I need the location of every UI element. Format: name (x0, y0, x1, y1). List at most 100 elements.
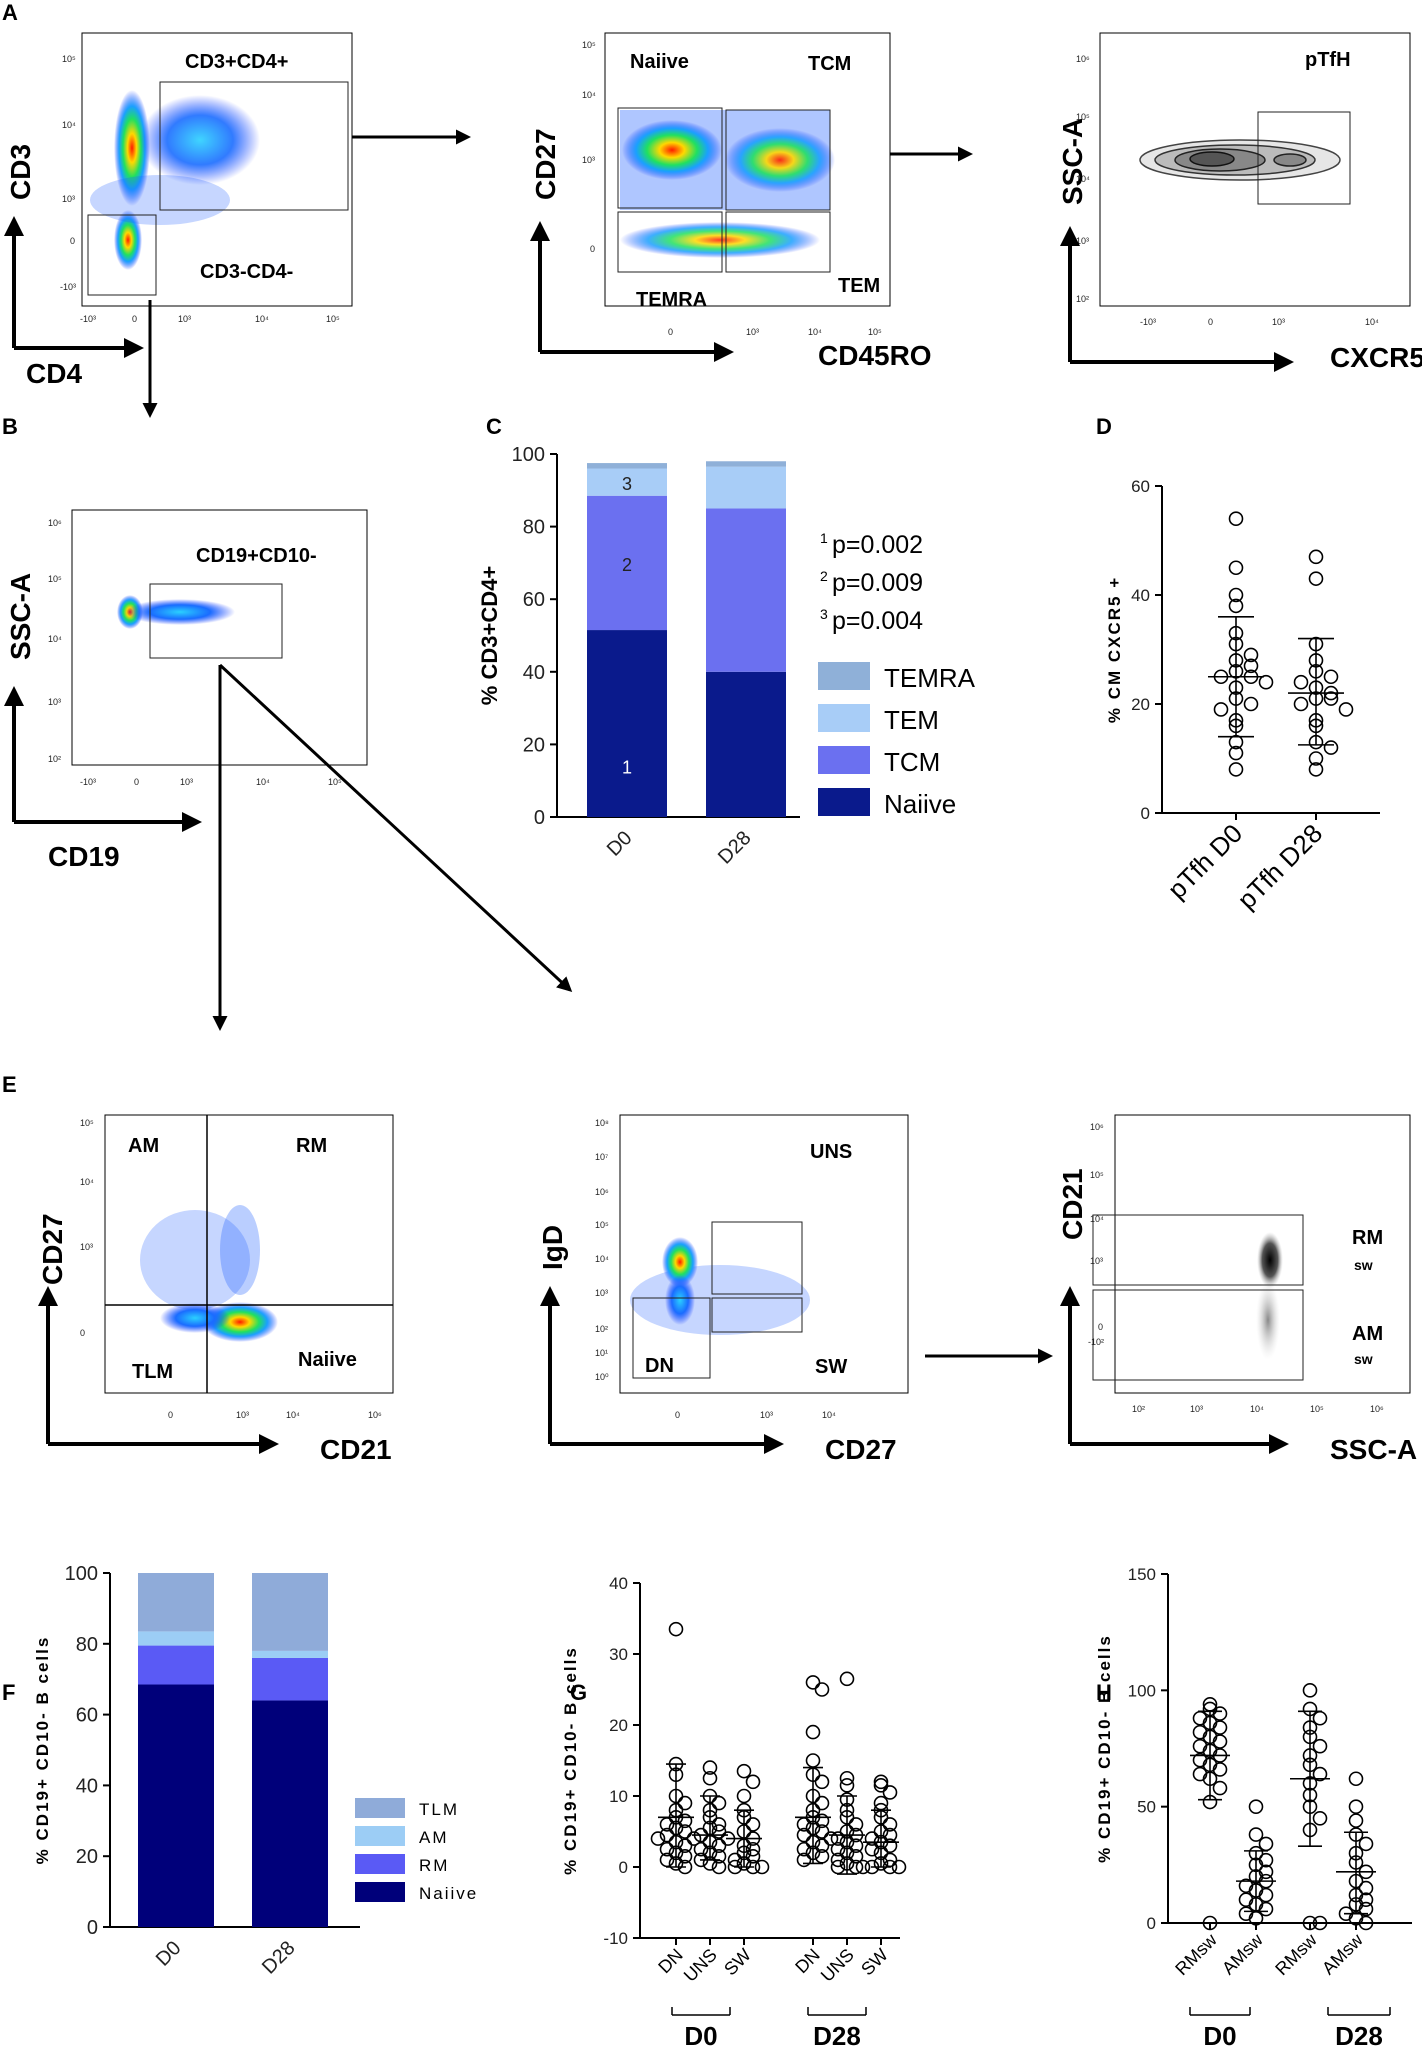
bar-segment-tem (706, 466, 786, 509)
y-tick-label: 20 (523, 734, 545, 756)
bar-segment-temra (587, 463, 667, 469)
x-category-label: AMsw (1218, 1929, 1267, 1978)
gate-ptfh (1257, 111, 1351, 205)
data-point (711, 1824, 727, 1839)
data-point (839, 1770, 855, 1786)
gate-label-ptfh: pTfH (1305, 49, 1351, 71)
data-point (848, 1849, 864, 1864)
data-point (1258, 1887, 1274, 1903)
y-tick-label: 20 (76, 1846, 98, 1868)
flow-plot-cd21-ssc: RM sw AM sw 10⁶ 10⁵ 10⁴ 10³ 0 -10² 10² 1… (1057, 1114, 1417, 1465)
y-tick-label: 40 (609, 1574, 628, 1593)
data-point (745, 1841, 761, 1857)
gate-label-cd3-cd4-neg: CD3-CD4- (200, 261, 293, 283)
gate-label-rm-sub: sw (1354, 1257, 1373, 1273)
data-point (814, 1813, 830, 1829)
data-point (1212, 1734, 1228, 1749)
data-point (873, 1774, 889, 1790)
data-point (650, 1831, 666, 1846)
data-point (736, 1763, 752, 1779)
tick-label: 10⁴ (286, 1410, 300, 1420)
bar-segment-rm (252, 1657, 328, 1701)
bar-segment-tem (587, 468, 667, 496)
tick-label: 0 (70, 236, 75, 246)
tick-label: 10⁴ (255, 314, 269, 324)
x-category-label: AMsw (1318, 1929, 1367, 1978)
data-point (1302, 1683, 1318, 1698)
y-tick-label: 100 (1128, 1681, 1156, 1700)
tick-label: 10⁴ (62, 120, 76, 130)
chart-c-cd4-subsets: 0 20 40 60 80 100 1 2 3 D0 D28 % CD3+CD4+ TEMRA TEM TC… (477, 444, 976, 868)
tick-label: 10⁶ (1076, 54, 1090, 64)
flow-contour-ssc-cxcr5 (1139, 139, 1341, 181)
data-point (1358, 1901, 1374, 1917)
data-point (1228, 762, 1244, 777)
data-point (745, 1849, 761, 1864)
data-point (1358, 1915, 1374, 1931)
data-point (830, 1841, 846, 1857)
data-point (796, 1827, 812, 1843)
panel-letter-h: H (1096, 1680, 1112, 1705)
data-point (1228, 560, 1244, 576)
data-point (814, 1838, 830, 1853)
tick-label: 10⁵ (326, 314, 340, 324)
panel-letter-f: F (2, 1680, 15, 1705)
data-point (1212, 1762, 1228, 1777)
data-point (1348, 1771, 1364, 1787)
tick-label: 10⁴ (595, 1254, 609, 1264)
x-category-label: RMsw (1171, 1929, 1221, 1979)
gate-dn (632, 1297, 711, 1379)
data-point (1212, 1780, 1228, 1796)
data-point (1308, 751, 1324, 766)
data-point (736, 1788, 752, 1804)
tick-label: 10⁶ (1370, 1404, 1384, 1414)
bar-segment-naiive (706, 671, 786, 817)
flow-plot-cd27-cd45ro: Naiive TCM TEMRA TEM 10⁵ 10⁴ 10³ 0 0 10³… (530, 32, 932, 371)
group-label: D28 (813, 2021, 861, 2051)
tick-label: 10³ (1076, 236, 1089, 246)
legend-label: RM (419, 1856, 449, 1875)
panel-letter-g: G (570, 1680, 587, 1705)
tick-label: 10⁴ (80, 1177, 94, 1187)
tick-label: 0 (80, 1328, 85, 1338)
gate-amsw (1092, 1289, 1304, 1381)
data-point (864, 1831, 880, 1846)
quadrant-label: Naiive (298, 1349, 357, 1371)
data-point (693, 1841, 709, 1857)
pvalue-sup: 2 (820, 568, 828, 584)
tick-label: 10⁴ (1076, 174, 1090, 184)
tick-label: 10³ (1090, 1256, 1103, 1266)
tick-label: 10⁴ (256, 777, 270, 787)
y-tick-label: 60 (76, 1705, 98, 1727)
tick-label: -10² (1088, 1337, 1104, 1347)
y-tick-label: 50 (1137, 1798, 1156, 1817)
tick-label: 10⁰ (595, 1372, 609, 1382)
y-tick-label: 40 (1131, 586, 1150, 605)
data-point (1308, 762, 1324, 777)
quadrant-label: AM (128, 1135, 159, 1157)
data-point (711, 1795, 727, 1811)
gate-label-sw: SW (815, 1356, 847, 1378)
data-point (1248, 1827, 1264, 1842)
tick-label: 10⁴ (1365, 317, 1379, 327)
gate-sw (711, 1297, 803, 1333)
panel-letter-d: D (1096, 414, 1112, 439)
tick-label: 10² (595, 1324, 608, 1334)
data-point (805, 1675, 821, 1690)
data-point (1228, 587, 1244, 603)
data-point (677, 1795, 693, 1811)
data-point (805, 1724, 821, 1740)
panel-letter-c: C (486, 414, 502, 439)
gate-label-cd3-cd4-pos: CD3+CD4+ (185, 51, 288, 73)
data-point (745, 1774, 761, 1790)
gate-naiive (617, 107, 723, 209)
legend-label: TCM (884, 747, 940, 777)
data-point (882, 1838, 898, 1853)
y-tick-label: 100 (65, 1563, 98, 1585)
flow-plot-igd-cd27: UNS DN SW 10⁸ 10⁷ 10⁶ 10⁵ 10⁴ 10³ 10² 10… (537, 1114, 909, 1465)
data-point (1312, 1915, 1328, 1931)
data-point (882, 1817, 898, 1832)
tick-label: 0 (1208, 317, 1213, 327)
y-tick-label: 60 (523, 589, 545, 611)
legend-swatch-am (355, 1826, 405, 1846)
